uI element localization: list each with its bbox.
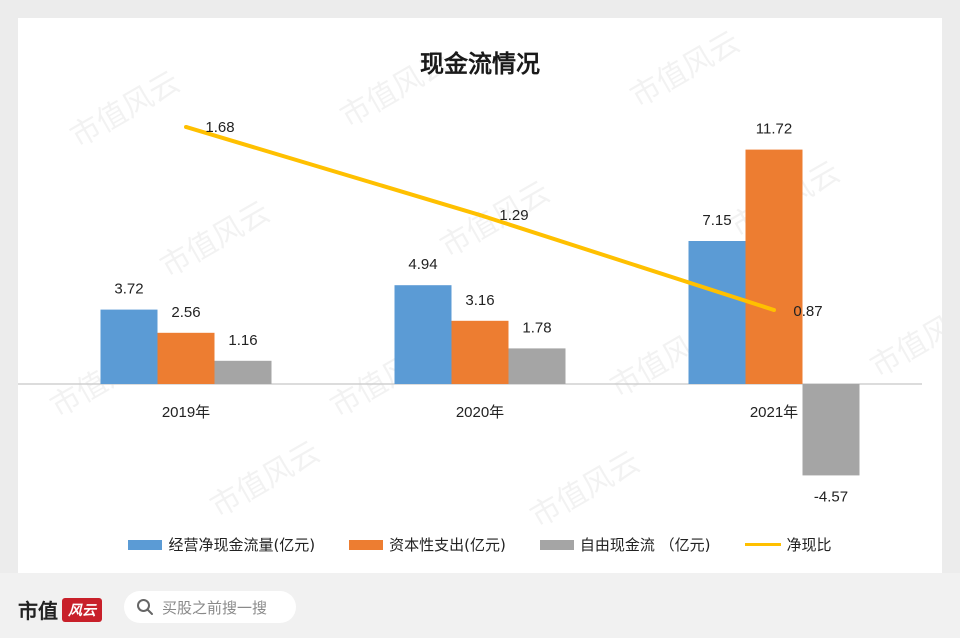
- line-point: [478, 213, 482, 218]
- bar-自由现金流 （亿元)-2021年: [802, 384, 860, 476]
- bar-data-label: 2.56: [171, 304, 200, 321]
- bar-经营净现金流量(亿元)-2021年: [688, 241, 746, 384]
- brand-logo[interactable]: 市值 风云: [18, 595, 102, 624]
- watermark-text: 市值风云: [155, 195, 276, 285]
- bar-data-label: 3.16: [465, 292, 494, 309]
- legend-swatch-blue: [128, 539, 163, 550]
- bar-data-label: 4.94: [408, 256, 437, 273]
- bar-资本性支出(亿元)-2019年: [157, 332, 215, 384]
- chart-title: 现金流情况: [420, 50, 540, 78]
- bar-data-label: 1.78: [522, 319, 551, 336]
- line-data-label: 1.29: [499, 207, 528, 224]
- watermark-text: 市值风云: [525, 445, 646, 528]
- bar-自由现金流 （亿元)-2020年: [508, 348, 566, 384]
- bar-data-label: 11.72: [756, 121, 792, 138]
- chart-legend: 经营净现金流量(亿元) 资本性支出(亿元) 自由现金流 （亿元) 净现比: [18, 534, 942, 555]
- brand-badge: 风云: [62, 597, 102, 622]
- legend-item-operating-cash-flow: 经营净现金流量(亿元): [128, 534, 315, 555]
- legend-item-cash-ratio: 净现比: [744, 534, 832, 555]
- bar-data-label: 7.15: [702, 212, 731, 229]
- bar-data-label: 3.72: [114, 281, 143, 298]
- brand-name: 市值: [18, 599, 58, 623]
- bar-data-label: -4.57: [814, 488, 848, 505]
- legend-item-capex: 资本性支出(亿元): [349, 534, 506, 555]
- bar-自由现金流 （亿元)-2019年: [214, 360, 272, 384]
- legend-label: 净现比: [786, 536, 832, 554]
- bar-经营净现金流量(亿元)-2019年: [100, 309, 158, 384]
- search-placeholder: 买股之前搜一搜: [162, 598, 268, 617]
- x-tick-label: 2020年: [456, 404, 504, 421]
- watermark-text: 市值风云: [625, 25, 746, 115]
- legend-swatch-gray: [539, 539, 574, 550]
- chart-card: 现金流情况 市值风云 市值风云 市值风云 市值风云 市值风云 市值风云 市值风云 市值风云 市值…: [18, 18, 942, 573]
- bar-资本性支出(亿元)-2020年: [451, 320, 509, 384]
- line-data-label: 0.87: [793, 303, 822, 320]
- legend-item-free-cash-flow: 自由现金流 （亿元): [539, 534, 711, 555]
- x-tick-label: 2019年: [162, 404, 210, 421]
- watermark-text: 市值风云: [865, 295, 943, 385]
- legend-label: 资本性支出(亿元): [389, 536, 506, 554]
- bar-data-label: 1.16: [228, 332, 257, 349]
- bar-经营净现金流量(亿元)-2020年: [394, 285, 452, 384]
- footer-bar: 市值 风云 买股之前搜一搜: [0, 573, 960, 638]
- watermark-text: 市值风云: [65, 65, 186, 155]
- legend-label: 自由现金流 （亿元): [579, 536, 711, 554]
- line-data-label: 1.68: [205, 119, 234, 136]
- legend-swatch-orange: [349, 539, 384, 550]
- line-point: [184, 124, 188, 129]
- search-box[interactable]: 买股之前搜一搜: [124, 591, 296, 623]
- watermark-text: 市值风云: [335, 45, 456, 135]
- legend-line-yellow: [744, 543, 781, 546]
- watermark-text: 市值风云: [205, 435, 326, 525]
- line-point: [772, 308, 776, 312]
- x-tick-label: 2021年: [750, 404, 798, 421]
- bar-资本性支出(亿元)-2021年: [745, 149, 803, 384]
- legend-label: 经营净现金流量(亿元): [168, 536, 316, 554]
- search-icon: [137, 599, 153, 615]
